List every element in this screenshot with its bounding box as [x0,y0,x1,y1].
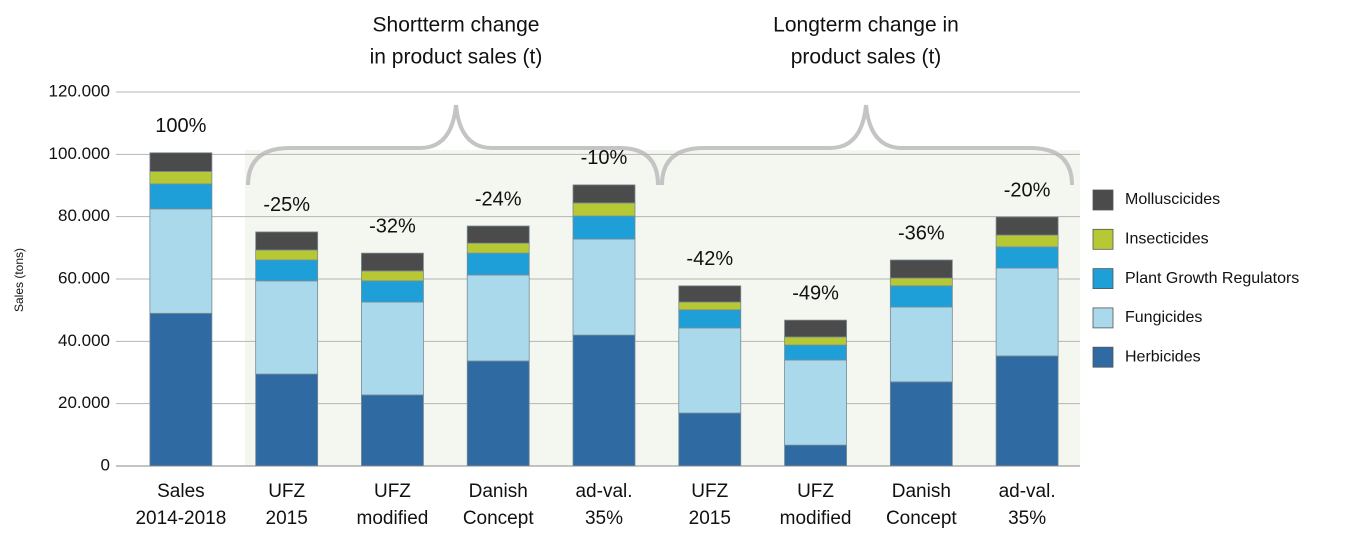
y-tick-label: 120.000 [49,81,110,100]
legend-label: Herbicides [1125,348,1201,365]
group-brace [660,104,1074,186]
bar-segment [255,249,319,261]
bar-segment [572,215,636,240]
bar-segment [572,334,636,467]
group-label: product sales (t) [791,46,942,69]
bar-segment [784,336,847,346]
bar-segment [149,183,213,210]
x-tick-label: Danish Concept [886,481,957,529]
bar-segment [361,394,424,467]
bar-segment [255,231,319,251]
y-tick-label: 60.000 [58,268,110,287]
group-label: Longterm change in [773,14,959,37]
y-tick-label: 20.000 [58,393,110,412]
legend-swatch [1092,346,1114,368]
x-tick-label: ad-val. 35% [999,481,1056,529]
x-tick-label: UFZ modified [357,481,429,529]
bar-label: 100% [155,115,206,137]
bar-label: -49% [792,282,839,304]
bar-segment [572,202,636,217]
bar-segment [149,208,213,314]
x-tick-label: Sales 2014-2018 [135,481,226,529]
group-label: in product sales (t) [370,46,543,69]
x-tick-label: Danish Concept [463,481,534,529]
legend-swatch [1092,189,1114,211]
bar-segment [361,270,424,282]
bar-segment [361,280,424,303]
legend-swatch [1092,268,1114,290]
bar-label: -25% [263,194,310,216]
bar-segment [995,216,1059,236]
bar-segment [466,225,530,244]
bar-segment [466,252,530,276]
y-tick-label: 100.000 [49,144,110,163]
bar-segment [149,171,213,185]
y-tick-label: 0 [101,455,110,474]
bar-segment [255,373,319,467]
bar-segment [784,444,847,467]
bar-segment [889,381,953,467]
legend-label: Fungicides [1125,309,1202,326]
bar-segment [149,312,213,467]
x-tick-label: UFZ modified [780,481,852,529]
bar-label: -20% [1004,179,1051,201]
bar-label: -32% [369,215,416,237]
bar-label: -24% [475,188,522,210]
legend-label: Plant Growth Regulators [1125,270,1299,287]
bar-label: -10% [581,147,628,169]
bar-segment [678,309,742,329]
bar-label: -42% [686,248,733,270]
y-tick-label: 40.000 [58,331,110,350]
bar-segment [255,259,319,282]
bar-segment [889,259,953,279]
bar-segment [149,152,213,172]
bar-segment [572,184,636,204]
legend-swatch [1092,228,1114,250]
bar-segment [889,285,953,308]
y-axis-label: Sales (tons) [12,248,26,312]
bar-segment [572,238,636,336]
bar-segment [995,355,1059,467]
bar-segment [995,246,1059,269]
legend-label: Insecticides [1125,231,1209,248]
legend-label: Molluscicides [1125,191,1220,208]
bar-segment [678,412,742,467]
x-tick-label: ad-val. 35% [575,481,632,529]
group-brace [246,104,660,186]
legend-swatch [1092,307,1114,329]
bar-segment [678,327,742,414]
bar-segment [361,301,424,396]
bar-segment [678,301,742,311]
bar-segment [361,252,424,272]
bar-segment [466,242,530,254]
bar-segment [466,360,530,467]
bar-label: -36% [898,222,945,244]
bar-segment [255,280,319,375]
bar-segment [995,267,1059,357]
x-tick-label: UFZ 2015 [266,481,308,529]
bar-segment [784,344,847,361]
x-tick-label: UFZ 2015 [689,481,731,529]
bar-segment [889,306,953,383]
bar-segment [995,234,1059,248]
y-tick-label: 80.000 [58,206,110,225]
bar-segment [889,277,953,287]
bar-segment [784,319,847,338]
bar-segment [784,359,847,446]
bar-segment [678,285,742,303]
group-label: Shortterm change [373,14,540,37]
bar-segment [466,274,530,362]
